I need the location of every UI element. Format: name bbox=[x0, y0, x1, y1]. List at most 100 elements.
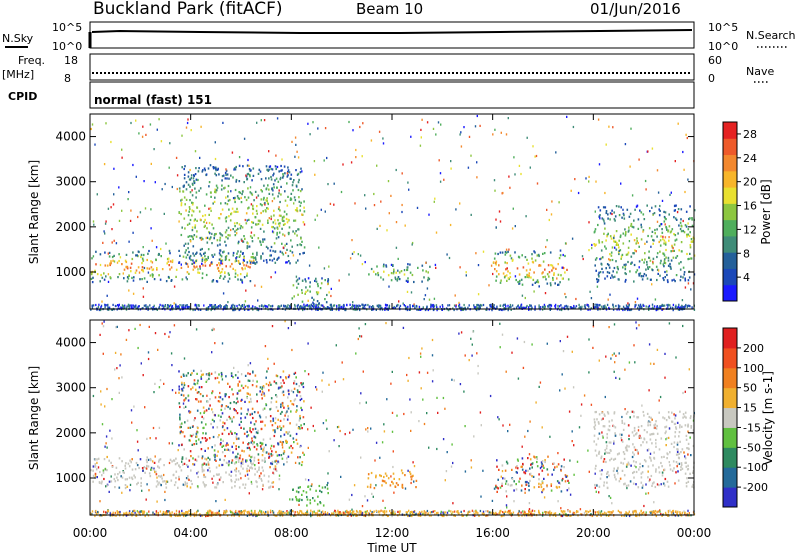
scatter-cell bbox=[213, 328, 215, 331]
scatter-cell bbox=[615, 205, 618, 208]
scatter-cell bbox=[564, 480, 567, 483]
scatter-cell bbox=[594, 486, 596, 489]
scatter-cell bbox=[191, 201, 193, 204]
scatter-cell bbox=[495, 226, 497, 229]
scatter-cell bbox=[371, 306, 373, 309]
scatter-cell bbox=[221, 463, 223, 467]
scatter-cell bbox=[648, 266, 651, 269]
scatter-cell bbox=[388, 285, 390, 288]
scatter-cell bbox=[637, 227, 640, 230]
scatter-cell bbox=[92, 276, 94, 279]
scatter-cell bbox=[141, 266, 144, 269]
scatter-cell bbox=[230, 306, 232, 309]
scatter-cell bbox=[305, 304, 307, 307]
scatter-cell bbox=[611, 274, 613, 277]
scatter-cell bbox=[299, 171, 302, 174]
scatter-cell bbox=[533, 486, 536, 489]
scatter-cell bbox=[220, 233, 222, 236]
scatter-cell bbox=[536, 457, 538, 460]
scatter-cell bbox=[684, 390, 686, 393]
scatter-cell bbox=[591, 243, 593, 247]
scatter-cell bbox=[565, 304, 567, 307]
scatter-cell bbox=[180, 233, 183, 237]
scatter-cell bbox=[303, 400, 305, 403]
scatter-cell bbox=[246, 392, 249, 395]
scatter-cell bbox=[593, 421, 596, 424]
scatter-cell bbox=[237, 197, 240, 200]
scatter-cell bbox=[276, 454, 279, 457]
scatter-cell bbox=[270, 254, 272, 257]
scatter-cell bbox=[580, 403, 583, 406]
scatter-cell bbox=[121, 156, 123, 159]
scatter-cell bbox=[490, 264, 493, 267]
scatter-cell bbox=[143, 277, 146, 280]
scatter-cell bbox=[624, 368, 626, 371]
scatter-cell bbox=[137, 481, 139, 484]
scatter-cell bbox=[381, 308, 384, 311]
scatter-cell bbox=[263, 394, 266, 397]
scatter-cell bbox=[561, 306, 563, 309]
scatter-cell bbox=[641, 465, 644, 468]
scatter-cell bbox=[627, 246, 630, 249]
scatter-cell bbox=[320, 282, 323, 285]
scatter-cell bbox=[235, 474, 237, 477]
scatter-cell bbox=[234, 188, 237, 192]
scatter-cell bbox=[260, 447, 263, 450]
scatter-cell bbox=[643, 272, 646, 276]
scatter-cell bbox=[593, 440, 595, 443]
scatter-cell bbox=[124, 484, 127, 487]
scatter-cell bbox=[237, 457, 239, 460]
scatter-cell bbox=[614, 246, 616, 249]
scatter-cell bbox=[92, 474, 95, 477]
scatter-cell bbox=[243, 303, 245, 306]
scatter-cell bbox=[597, 279, 600, 282]
scatter-cell bbox=[605, 143, 607, 146]
scatter-cell bbox=[613, 467, 615, 470]
scatter-cell bbox=[158, 252, 160, 256]
scatter-cell bbox=[209, 458, 211, 461]
scatter-cell bbox=[202, 481, 205, 484]
scatter-cell bbox=[204, 251, 206, 254]
scatter-cell bbox=[99, 333, 101, 336]
scatter-cell bbox=[224, 448, 226, 451]
scatter-cell bbox=[150, 459, 152, 462]
scatter-cell bbox=[121, 263, 123, 266]
scatter-cell bbox=[258, 168, 261, 171]
scatter-cell bbox=[564, 271, 566, 274]
scatter-cell bbox=[323, 267, 326, 270]
scatter-cell bbox=[633, 263, 636, 267]
scatter-cell bbox=[596, 418, 598, 421]
scatter-cell bbox=[214, 172, 216, 175]
scatter-cell bbox=[437, 121, 440, 124]
scatter-cell bbox=[429, 511, 432, 514]
scatter-cell bbox=[557, 500, 559, 503]
scatter-cell bbox=[370, 471, 373, 475]
scatter-cell bbox=[394, 278, 397, 281]
scatter-cell bbox=[214, 458, 216, 461]
scatter-cell bbox=[559, 308, 561, 311]
scatter-cell bbox=[263, 386, 265, 389]
scatter-cell bbox=[285, 242, 288, 245]
scatter-cell bbox=[520, 303, 523, 306]
scatter-cell bbox=[630, 224, 632, 227]
scatter-cell bbox=[146, 456, 148, 459]
scatter-cell bbox=[627, 260, 629, 264]
scatter-cell bbox=[163, 473, 165, 477]
scatter-cell bbox=[263, 238, 266, 241]
scatter-cell bbox=[286, 261, 288, 264]
scatter-cell bbox=[682, 276, 684, 279]
scatter-cell bbox=[634, 208, 636, 211]
scatter-cell bbox=[656, 305, 658, 308]
scatter-cell bbox=[190, 240, 192, 243]
scatter-cell bbox=[188, 250, 190, 254]
scatter-cell bbox=[198, 304, 200, 307]
scatter-cell bbox=[211, 280, 214, 283]
colorbar-tick-label: 24 bbox=[743, 152, 757, 165]
scatter-cell bbox=[225, 220, 227, 223]
scatter-cell bbox=[641, 471, 644, 474]
scatter-cell bbox=[295, 438, 298, 441]
scatter-cell bbox=[183, 173, 186, 176]
scatter-cell bbox=[207, 306, 209, 309]
scatter-cell bbox=[664, 426, 666, 429]
scatter-cell bbox=[180, 199, 182, 202]
